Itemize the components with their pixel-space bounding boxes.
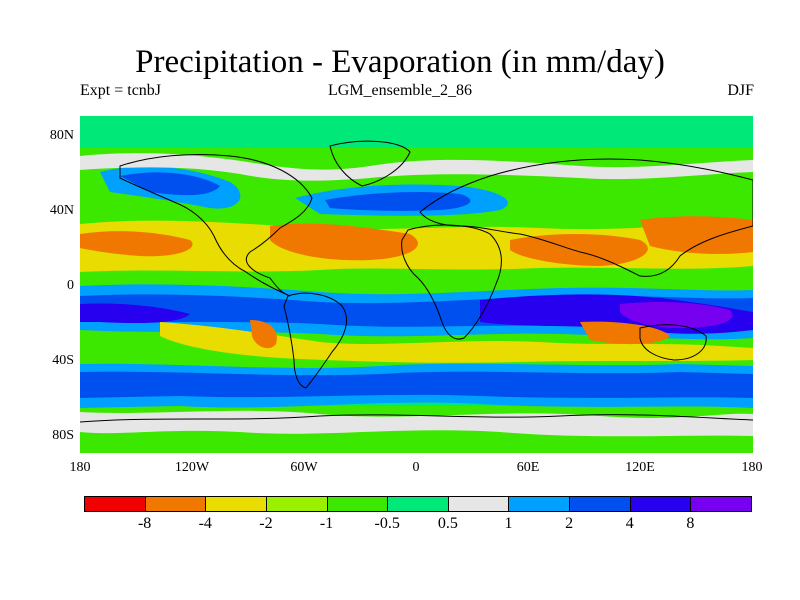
lon-label-60w: 60W	[290, 460, 318, 475]
north-dry-core-westpac	[640, 216, 753, 254]
lat-label-40n: 40N	[49, 203, 74, 218]
colorbar-label: 8	[686, 515, 695, 532]
north-dry-core-asia	[510, 234, 648, 266]
plot-title: Precipitation - Evaporation (in mm/day)	[135, 44, 665, 80]
colorbar-segment	[629, 496, 692, 512]
antarctica-coast	[80, 414, 753, 423]
lat-label-80n: 80N	[49, 128, 74, 143]
north-grey-band	[80, 153, 753, 181]
south-dry-core-pacific	[250, 320, 277, 349]
lon-label-120w: 120W	[174, 460, 210, 475]
lon-label-180w: 180	[69, 460, 91, 475]
lat-label-eq: 0	[67, 278, 74, 293]
south-dry-core-indian	[580, 321, 670, 345]
lon-label-60e: 60E	[516, 460, 540, 475]
south-america-coast	[283, 292, 347, 389]
maritime-extreme-wet	[620, 302, 733, 328]
greenland-coast	[329, 140, 411, 187]
experiment-label: Expt = tcnbJ	[80, 82, 162, 99]
colorbar	[84, 496, 752, 512]
colorbar-segment	[387, 496, 449, 512]
colorbar-label: 2	[565, 515, 574, 532]
colorbar-label: 1	[504, 515, 513, 532]
eurasia-coast	[419, 158, 753, 277]
lon-label-180e: 180	[741, 460, 763, 475]
colorbar-label: -8	[137, 515, 152, 532]
colorbar-segment	[326, 496, 389, 512]
colorbar-label: -0.5	[374, 515, 400, 532]
south-bottom-band	[80, 440, 753, 453]
colorbar-segment	[265, 496, 328, 512]
colorbar-segment	[690, 496, 752, 512]
colorbar-segment	[205, 496, 267, 512]
lat-label-40s: 40S	[52, 353, 74, 368]
atlantic-stormtrack-core	[325, 192, 471, 211]
colorbar-label: -1	[319, 515, 334, 532]
southern-stormtrack-inner	[80, 371, 753, 398]
colorbar-segment	[508, 496, 571, 512]
north-america-coast	[119, 153, 313, 297]
colorbar-segment	[447, 496, 510, 512]
colorbar-label: 4	[625, 515, 634, 532]
south-subtropic-dry	[160, 322, 753, 363]
precipitation-map	[80, 116, 753, 453]
africa-coast	[401, 224, 502, 340]
antarctic-grey-band	[80, 410, 753, 437]
north-polar-band	[80, 116, 753, 148]
colorbar-segment	[144, 496, 207, 512]
north-dry-core-pacific	[80, 231, 193, 257]
south-pacific-wettest	[80, 303, 190, 324]
colorbar-segment	[84, 496, 146, 512]
colorbar-label: -2	[259, 515, 273, 532]
map-panel	[80, 116, 753, 453]
pacific-stormtrack-core	[120, 172, 220, 196]
colorbar-segment	[569, 496, 631, 512]
season-label: DJF	[727, 82, 754, 99]
colorbar-label: -4	[198, 515, 212, 532]
lon-label-0: 0	[412, 460, 420, 475]
lat-label-80s: 80S	[52, 428, 74, 443]
australia-coast	[639, 324, 707, 361]
coastlines	[80, 140, 753, 423]
north-dry-core-atlantic	[270, 223, 418, 261]
lon-label-120e: 120E	[625, 460, 655, 475]
colorbar-label: 0.5	[437, 515, 458, 532]
ensemble-label: LGM_ensemble_2_86	[328, 82, 472, 99]
